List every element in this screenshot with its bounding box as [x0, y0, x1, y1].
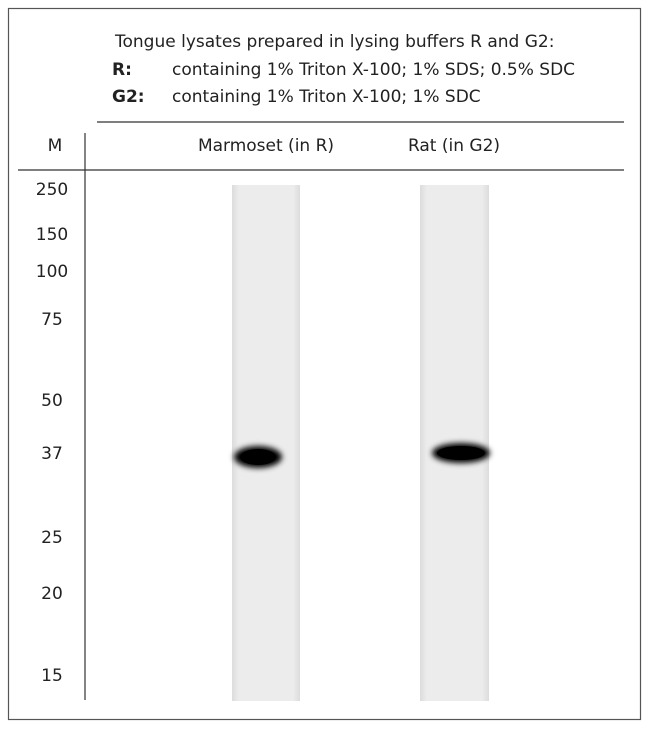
marker-label: 37 [41, 444, 63, 464]
marker-label: 20 [41, 584, 63, 604]
marker-label: 15 [41, 666, 63, 686]
marker-label: 100 [36, 262, 68, 282]
marker-label: 75 [41, 310, 63, 330]
marker-header: M [48, 136, 63, 156]
buffer-label: G2: [112, 87, 145, 107]
band-core [240, 449, 276, 465]
buffer-description: containing 1% Triton X-100; 1% SDC [172, 87, 481, 107]
lane-header: Marmoset (in R) [198, 136, 334, 156]
buffer-label: R: [112, 60, 132, 80]
lane [232, 185, 300, 701]
buffer-description: containing 1% Triton X-100; 1% SDS; 0.5%… [172, 60, 575, 80]
header-title: Tongue lysates prepared in lysing buffer… [114, 32, 554, 52]
lane [420, 185, 489, 701]
lane-header: Rat (in G2) [408, 136, 500, 156]
marker-label: 150 [36, 225, 68, 245]
frame [7, 7, 642, 721]
band-core [437, 446, 485, 460]
marker-label: 50 [41, 391, 63, 411]
marker-label: 25 [41, 528, 63, 548]
marker-label: 250 [36, 180, 68, 200]
